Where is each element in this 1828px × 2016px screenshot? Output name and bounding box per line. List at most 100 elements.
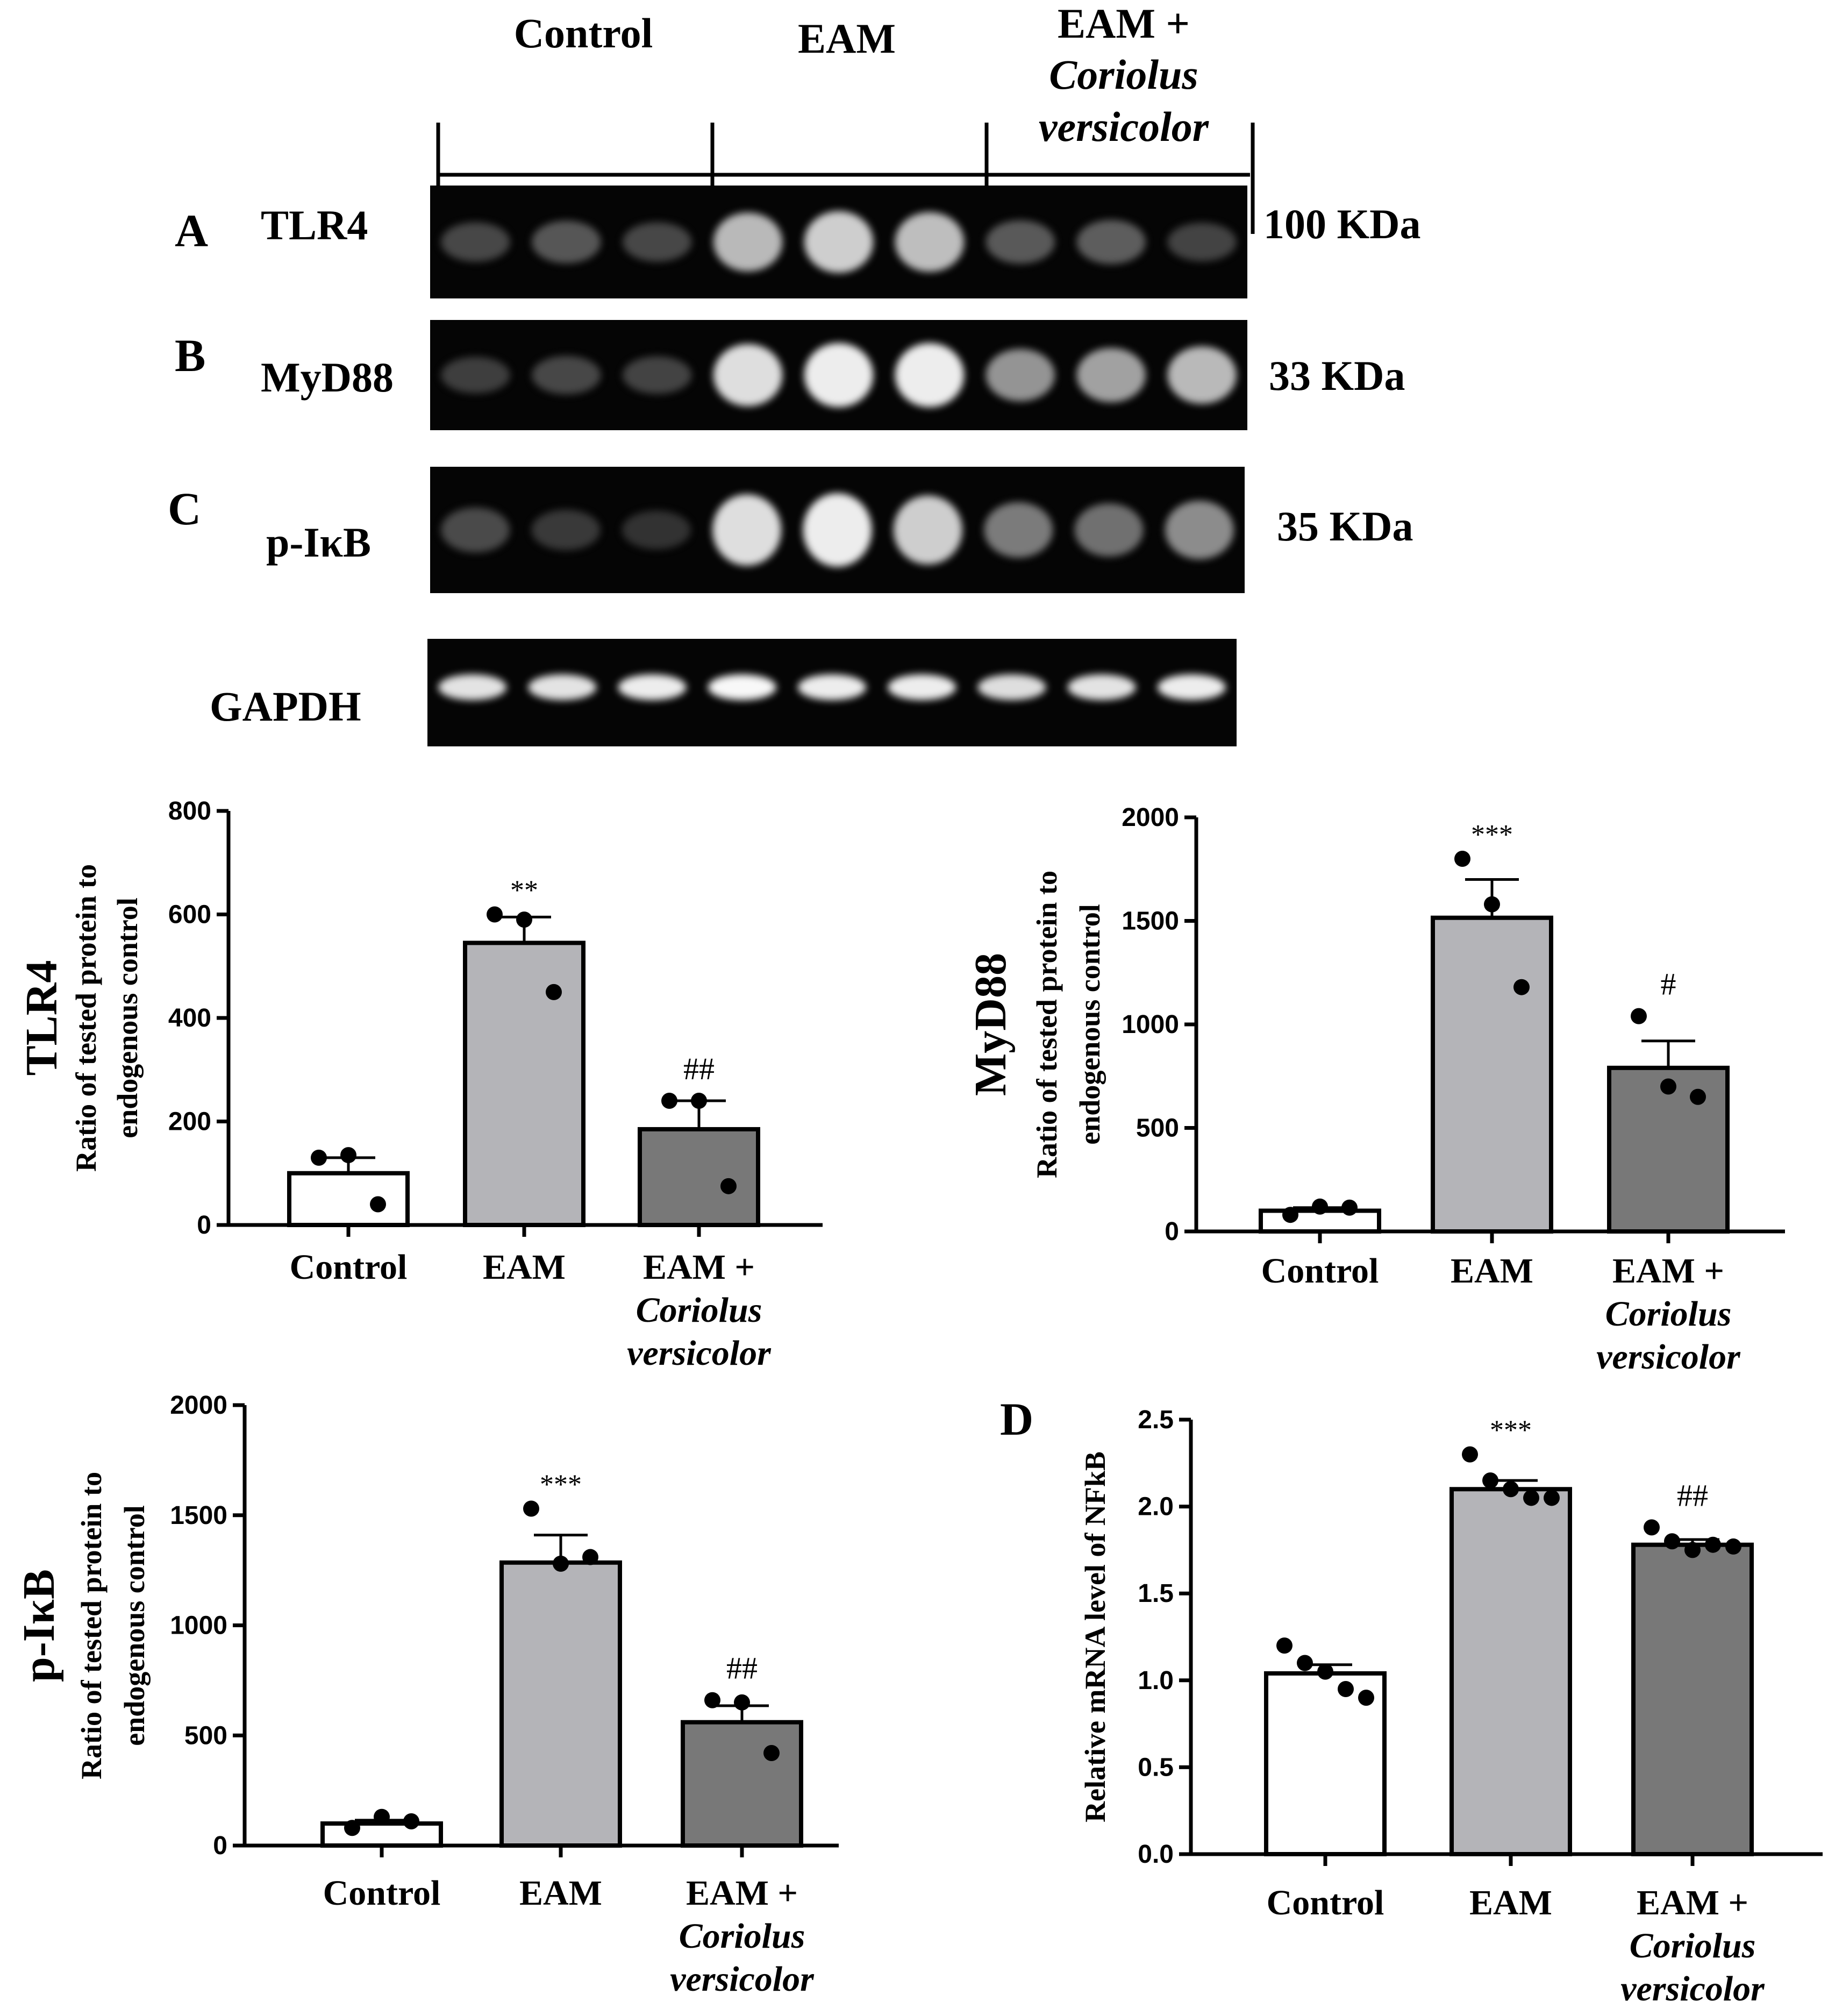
data-point <box>1297 1655 1313 1671</box>
blot-band <box>1076 348 1146 402</box>
chart-4: 0.0 0.5 1.0 1.5 2.0 2.5 Control *** EAM ## EAM + Co… <box>1000 1393 1823 2008</box>
y-tick-label: 1.5 <box>1138 1579 1174 1608</box>
blot-band <box>713 212 783 272</box>
category-italic-label: Coriolus <box>679 1917 805 1956</box>
y-tick-label: 0 <box>1165 1217 1179 1246</box>
bar <box>1607 1065 1730 1234</box>
blot-group-italic: versicolor <box>1039 103 1209 150</box>
category-italic-label: versicolor <box>1596 1337 1741 1377</box>
data-point <box>1338 1680 1354 1697</box>
blot-band <box>623 222 692 262</box>
data-point <box>720 1178 737 1194</box>
bar <box>463 941 585 1227</box>
data-point <box>1358 1690 1374 1706</box>
data-point <box>1312 1198 1328 1215</box>
category-label: EAM + <box>643 1248 755 1287</box>
category-italic-label: Coriolus <box>636 1291 762 1330</box>
chart-2: 0 500 1000 1500 2000 Control *** EAM # EAM +Corio… <box>966 803 1785 1377</box>
data-point <box>516 911 532 928</box>
blot-protein-label: GAPDH <box>210 683 361 730</box>
y-axis-label: Relative mRNA level of NFkB <box>1079 1451 1111 1822</box>
y-tick-label: 2000 <box>1122 803 1179 832</box>
blot-band <box>888 674 956 700</box>
blot-group-italic: Coriolus <box>1049 51 1198 98</box>
significance-label: ## <box>683 1051 715 1086</box>
data-point <box>1484 896 1500 913</box>
blot-band <box>804 343 874 408</box>
category-label: EAM + <box>686 1873 798 1913</box>
data-point <box>403 1813 419 1829</box>
blot-group-label: Control <box>514 10 653 56</box>
blot-band <box>528 674 597 700</box>
blot-band <box>1167 223 1237 261</box>
y-axis-label: endogenous control <box>111 897 144 1138</box>
blot-band <box>713 344 783 407</box>
data-point <box>487 906 503 923</box>
bar <box>320 1821 443 1848</box>
y-axis-label: endogenous control <box>1074 904 1106 1145</box>
data-point <box>1725 1538 1741 1555</box>
category-italic-label: versicolor <box>670 1960 815 1999</box>
bar <box>681 1720 803 1848</box>
data-point <box>1317 1663 1333 1680</box>
y-tick-label: 0.0 <box>1138 1840 1174 1869</box>
category-label: Control <box>290 1248 408 1287</box>
y-tick-label: 1000 <box>170 1612 227 1640</box>
panel-letter: C <box>168 483 201 535</box>
blot-band <box>986 220 1055 264</box>
category-label: Control <box>1261 1251 1379 1291</box>
y-tick-label: 2.0 <box>1138 1493 1174 1521</box>
data-point <box>734 1694 750 1711</box>
data-point <box>1454 851 1470 867</box>
y-axis-label: Ratio of tested protein to <box>1031 871 1063 1178</box>
data-point <box>1341 1199 1358 1216</box>
blot-size-label: 100 KDa <box>1263 201 1421 247</box>
bar <box>1431 915 1553 1234</box>
chart-name-label: MyD88 <box>966 953 1016 1096</box>
blot-bands <box>438 674 1226 700</box>
blot-band <box>441 222 510 262</box>
category-label: Control <box>323 1873 441 1913</box>
blot-band <box>438 674 507 700</box>
y-tick-label: 1000 <box>1122 1010 1179 1039</box>
blot-band <box>712 494 782 566</box>
blot-band <box>895 343 965 408</box>
chart-name-label: TLR4 <box>17 960 67 1076</box>
y-tick-label: 400 <box>168 1004 211 1032</box>
y-axis-label: Ratio of tested protein to <box>75 1472 108 1779</box>
blot-band <box>986 348 1055 402</box>
significance-label: # <box>1661 967 1676 1002</box>
panel-letter: A <box>175 205 208 257</box>
blot-size-label: 35 KDa <box>1277 503 1413 550</box>
y-tick-label: 0 <box>197 1211 211 1239</box>
blot-bands <box>441 343 1237 408</box>
blot-bands <box>441 493 1234 567</box>
y-tick-label: 800 <box>168 797 211 825</box>
blot-band <box>1067 674 1136 700</box>
panel-letter: D <box>1000 1393 1033 1445</box>
category-label: EAM <box>519 1873 602 1913</box>
significance-label: *** <box>1490 1415 1532 1446</box>
blot-protein-label: p-IκB <box>266 519 371 566</box>
data-point <box>704 1692 720 1708</box>
data-point <box>523 1500 539 1517</box>
y-tick-label: 1500 <box>170 1501 227 1530</box>
data-point <box>1684 1542 1701 1558</box>
data-point <box>1523 1490 1539 1506</box>
blot-group-label: EAM + <box>1058 0 1190 47</box>
data-point <box>1282 1207 1298 1223</box>
data-point <box>1631 1008 1647 1024</box>
data-point <box>344 1820 360 1836</box>
y-tick-label: 200 <box>168 1108 211 1136</box>
y-tick-label: 600 <box>168 901 211 929</box>
blot-group-label: EAM <box>798 15 896 62</box>
blot-band <box>618 674 687 700</box>
blot-band <box>708 674 776 700</box>
significance-label: ## <box>1677 1478 1708 1513</box>
data-point <box>1482 1472 1498 1489</box>
panel-letter: B <box>175 330 205 381</box>
y-tick-label: 1.0 <box>1138 1666 1174 1695</box>
blot-size-label: 33 KDa <box>1269 352 1405 399</box>
data-point <box>311 1149 327 1166</box>
